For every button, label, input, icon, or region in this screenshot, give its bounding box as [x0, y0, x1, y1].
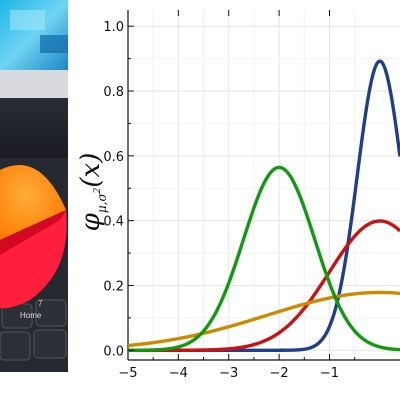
y-axis-label-superscript: 2 — [93, 187, 103, 194]
series-lines — [126, 59, 400, 352]
y-tick-label-2: 0.4 — [103, 215, 124, 230]
series-line-0 — [126, 59, 400, 352]
y-axis-label-phi: φ — [76, 212, 106, 231]
y-tick-label-5: 1.0 — [103, 20, 124, 35]
x-tick-label-3: −2 — [270, 366, 289, 381]
x-tick-label-2: −3 — [219, 366, 238, 381]
y-tick-label-3: 0.6 — [103, 150, 124, 165]
series-line-2 — [126, 290, 400, 348]
x-tick-label-4: −1 — [320, 366, 339, 381]
x-tick-label-0: −5 — [118, 366, 137, 381]
tick-marks — [127, 10, 356, 360]
keyboard-pie-chart-photo: 7 Home — [0, 0, 68, 372]
y-tick-label-0: 0.0 — [103, 344, 124, 359]
series-line-1 — [126, 219, 400, 352]
y-axis-label-arg: (x) — [76, 153, 106, 188]
photo-key-number: 7 — [38, 299, 43, 308]
x-tick-label-1: −4 — [169, 366, 188, 381]
photo-key-label: Home — [20, 311, 42, 320]
tick-labels: −5 −4 −3 −2 −1 0.0 0.2 0.4 0.6 0.8 1.0 — [103, 20, 339, 381]
y-axis-label-subscript: μ,σ — [95, 193, 109, 214]
y-axis-label: φμ,σ2(x) — [76, 153, 109, 232]
y-tick-label-1: 0.2 — [103, 279, 124, 294]
series-line-3 — [126, 165, 400, 352]
y-tick-label-4: 0.8 — [103, 85, 124, 100]
